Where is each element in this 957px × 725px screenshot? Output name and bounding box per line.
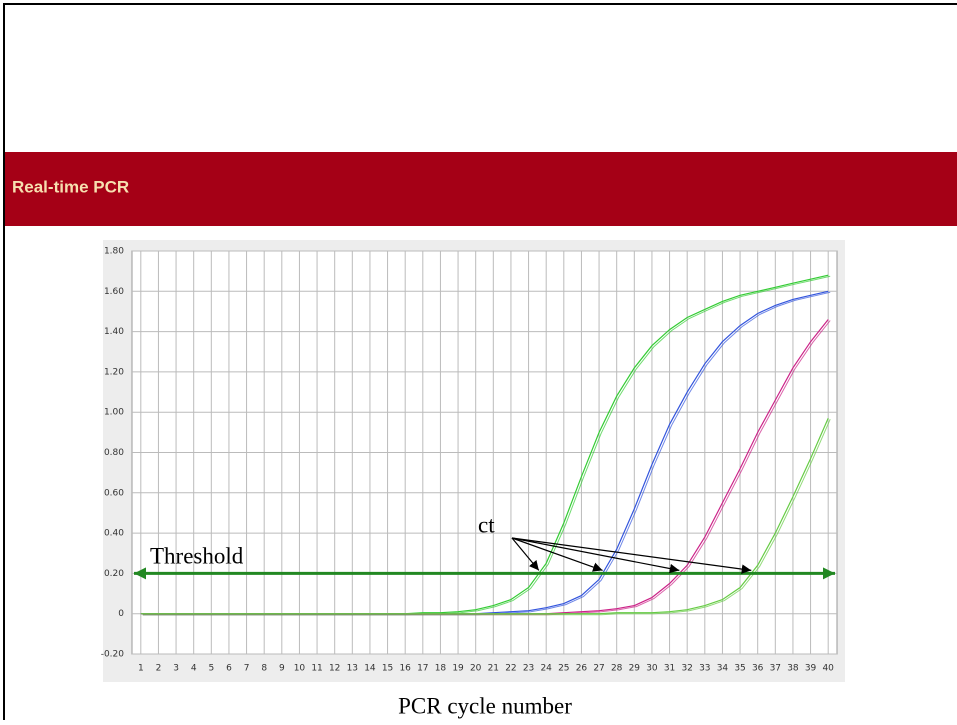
x-tick-label: 14: [364, 664, 376, 674]
ct-arrow: [511, 537, 752, 574]
x-tick-label: 34: [717, 664, 729, 674]
threshold-label: Threshold: [150, 543, 244, 568]
y-tick-label: 0.40: [104, 529, 124, 539]
x-tick-label: 3: [173, 664, 179, 674]
series-line: [142, 418, 831, 616]
y-tick-label: 0.20: [104, 569, 124, 579]
y-tick-label: 0.80: [104, 448, 124, 458]
x-tick-label: 7: [244, 664, 250, 674]
series-line: [140, 417, 829, 615]
ct-arrow: [511, 537, 680, 574]
ct-label: ct: [478, 512, 495, 537]
x-axis-label: PCR cycle number: [398, 693, 572, 718]
y-tick-label: 1.00: [104, 408, 124, 418]
title-bar: [5, 152, 957, 226]
x-tick-label: 4: [191, 664, 197, 674]
x-tick-label: 10: [294, 664, 306, 674]
x-tick-label: 13: [347, 664, 358, 674]
x-tick-label: 31: [664, 664, 675, 674]
chart: -0.20 0 0.20 0.40 0.60 0.80 1.00 1.20 1.40 1.60 1.…: [101, 247, 837, 674]
x-tick-label: 32: [681, 664, 692, 674]
y-tick-label: 1.80: [104, 247, 124, 257]
x-tick-label: 36: [752, 664, 764, 674]
x-tick-label: 6: [226, 664, 232, 674]
x-tick-label: 5: [208, 664, 214, 674]
x-tick-label: 24: [540, 664, 552, 674]
x-tick-label: 33: [699, 664, 710, 674]
x-tick-label: 19: [452, 664, 464, 674]
x-tick-label: 22: [505, 664, 516, 674]
x-tick-label: 38: [787, 664, 799, 674]
y-tick-label: 1.40: [104, 327, 124, 337]
y-tick-label: 0.60: [104, 488, 124, 498]
x-tick-label: 35: [734, 664, 745, 674]
slide-title: Real-time PCR: [12, 177, 129, 196]
x-tick-label: 2: [156, 664, 162, 674]
x-tick-label: 17: [417, 664, 428, 674]
slide-border: [3, 3, 957, 725]
ct-arrow: [511, 537, 540, 571]
y-tick-label: 1.60: [104, 287, 124, 297]
x-tick-label: 29: [629, 664, 641, 674]
x-tick-label: 23: [523, 664, 534, 674]
x-tick-label: 27: [593, 664, 604, 674]
x-tick-label: 16: [399, 664, 411, 674]
x-tick-label: 21: [488, 664, 499, 674]
x-tick-label: 1: [138, 664, 144, 674]
y-tick-label: -0.20: [101, 650, 125, 660]
x-tick-label: 11: [311, 664, 322, 674]
x-tick-label: 25: [558, 664, 569, 674]
x-tick-label: 20: [470, 664, 482, 674]
x-tick-label: 8: [261, 664, 267, 674]
ct-arrow: [511, 537, 603, 572]
x-tick-label: 40: [822, 664, 834, 674]
x-tick-label: 18: [435, 664, 447, 674]
x-tick-label: 37: [770, 664, 781, 674]
y-tick-label: 0: [118, 609, 124, 619]
x-tick-label: 39: [805, 664, 817, 674]
x-tick-label: 15: [382, 664, 393, 674]
x-tick-label: 26: [576, 664, 588, 674]
x-tick-label: 12: [329, 664, 340, 674]
x-tick-label: 28: [611, 664, 623, 674]
x-tick-label: 30: [646, 664, 658, 674]
x-tick-label: 9: [279, 664, 285, 674]
y-tick-label: 1.20: [104, 367, 124, 377]
